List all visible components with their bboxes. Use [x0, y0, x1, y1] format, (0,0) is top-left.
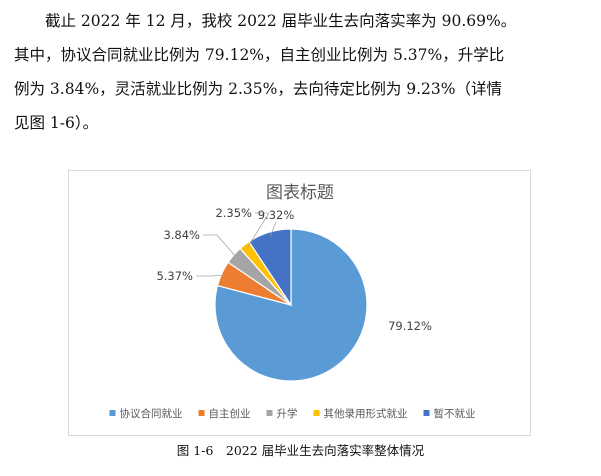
- paragraph-line: 截止 2022 年 12 月，我校 2022 届毕业生去向落实率为 90.69%…: [45, 12, 517, 30]
- chart-legend: 协议合同就业 自主创业 升学 其他录用形式就业 暂不就业: [109, 407, 476, 420]
- chart-title: 图表标题: [266, 183, 334, 203]
- paragraph-line: 见图 1-6）。: [14, 114, 99, 132]
- leader-line: [246, 212, 270, 249]
- pie-slices: [214, 228, 368, 382]
- data-label: 2.35%: [215, 206, 252, 220]
- legend-label: 其他录用形式就业: [324, 407, 408, 420]
- legend-label: 暂不就业: [434, 407, 476, 420]
- data-label: 3.84%: [163, 228, 200, 242]
- legend-swatch: [198, 410, 205, 416]
- pie-slice: [248, 228, 292, 307]
- figure-caption: 图 1-6 2022 届毕业生去向落实率整体情况: [176, 443, 425, 458]
- legend-label: 自主创业: [209, 407, 251, 420]
- legend-label: 协议合同就业: [120, 407, 183, 420]
- data-label: 9.32%: [258, 208, 295, 222]
- data-labels: 79.12% 5.37% 3.84% 2.35% 9.32%: [156, 206, 432, 333]
- paragraph-line: 例为 3.84%，灵活就业比例为 2.35%，去向待定比例为 9.23%（详情: [14, 80, 503, 98]
- legend-swatch: [109, 410, 116, 416]
- pie-slice: [214, 228, 368, 382]
- pie-chart-canvas: 图表标题 79.12% 5.37% 3.84% 2.35% 9.32% 协议合同就业 自主…: [109, 183, 476, 420]
- paragraph-line: 其中，协议合同就业比例为 79.12%，自主创业比例为 5.37%，升学比: [14, 46, 505, 64]
- leader-line: [269, 221, 277, 237]
- pie-chart: 图表标题 79.12% 5.37% 3.84% 2.35% 9.32% 协议合同就业 自主…: [68, 170, 531, 436]
- body-paragraph: 截止 2022 年 12 月，我校 2022 届毕业生去向落实率为 90.69%…: [14, 4, 594, 140]
- data-label: 79.12%: [388, 319, 432, 333]
- legend-label: 升学: [277, 407, 298, 420]
- legend-swatch: [266, 410, 273, 416]
- legend-swatch: [423, 410, 430, 416]
- leader-lines: [196, 212, 277, 277]
- leader-line: [196, 274, 226, 277]
- data-label: 5.37%: [156, 269, 193, 283]
- legend-swatch: [313, 410, 320, 416]
- leader-line: [203, 234, 238, 258]
